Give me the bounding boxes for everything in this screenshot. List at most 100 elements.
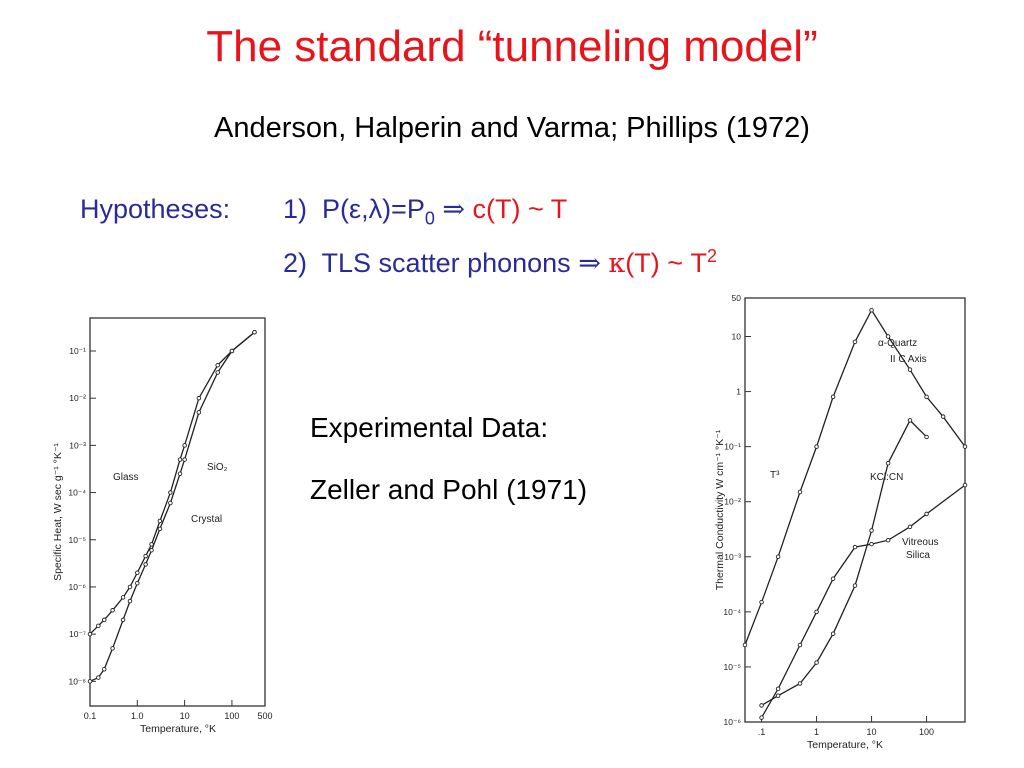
- data-point: [127, 584, 133, 590]
- data-point: [869, 528, 874, 533]
- data-point: [215, 362, 220, 368]
- x-tick-label: 10: [867, 727, 877, 737]
- data-point: [907, 524, 913, 530]
- data-point: [869, 307, 874, 313]
- data-point: [924, 434, 929, 440]
- data-point: [885, 334, 891, 339]
- data-point: [775, 554, 781, 560]
- data-point: [814, 660, 819, 665]
- data-point: [797, 642, 803, 648]
- data-point: [120, 617, 126, 623]
- data-point: [742, 642, 748, 648]
- xlabel: Temperature, °K: [807, 739, 883, 751]
- data-point: [830, 631, 836, 637]
- data-point: [252, 329, 257, 335]
- y-tick-label: 10⁻⁴: [723, 607, 741, 617]
- annotation-sio2: SiO₂: [207, 462, 228, 473]
- y-tick-label: 10⁻²: [724, 497, 741, 507]
- annotation-crystal: Crystal: [191, 514, 222, 525]
- series-line-vitreous-silica: [761, 484, 966, 718]
- hypothesis-1-result: c(T) ~ T: [472, 194, 568, 224]
- y-tick-label: 10⁻³: [69, 440, 86, 450]
- thermal-conductivity-chart: 10⁻⁶ 10⁻⁵ 10⁻⁴ 10⁻³ 10⁻² 10⁻¹ 1 10 50 .1 1 10 100 T…: [714, 293, 968, 751]
- data-point: [196, 410, 202, 415]
- data-point: [215, 370, 220, 375]
- kappa-symbol: κ: [608, 248, 626, 279]
- data-point: [962, 444, 968, 449]
- x-tick-label: 1: [814, 727, 819, 737]
- hypothesis-1-subscript: 0: [424, 208, 435, 229]
- slide-title: The standard “tunneling model”: [206, 22, 818, 71]
- y-tick-label: 50: [732, 293, 742, 303]
- y-tick-label: 10⁻⁷: [69, 629, 86, 639]
- data-point: [907, 367, 913, 372]
- experimental-data-label: Experimental Data:: [310, 412, 549, 443]
- data-point: [924, 394, 929, 400]
- data-point: [168, 500, 173, 506]
- hypothesis-2-text: TLS scatter phonons: [321, 248, 571, 278]
- data-point: [852, 544, 858, 550]
- data-point: [830, 394, 836, 400]
- y-tick-label: 1: [736, 387, 741, 397]
- hypotheses-label: Hypotheses:: [80, 194, 231, 224]
- data-point: [101, 667, 107, 672]
- data-point: [149, 547, 154, 553]
- data-point: [797, 681, 803, 686]
- implies-icon: ⇒: [578, 248, 601, 279]
- data-point: [120, 595, 126, 600]
- data-point: [157, 518, 163, 524]
- implies-icon: ⇒: [442, 194, 465, 225]
- data-point: [759, 703, 764, 708]
- data-point: [110, 608, 115, 613]
- hypothesis-2-result: (T) ~ T: [625, 248, 707, 278]
- hypothesis-1-lhs: P(ε,λ)=P: [322, 194, 425, 224]
- hypothesis-1: 1) P(ε,λ)=P0 ⇒ c(T) ~ T: [283, 194, 567, 229]
- data-point: [127, 598, 133, 604]
- experimental-data-citation: Zeller and Pohl (1971): [310, 474, 588, 505]
- annotation-vitreous: Vitreous: [902, 537, 939, 548]
- data-point: [177, 471, 183, 477]
- ylabel: Specific Heat, W sec g⁻¹ °K⁻¹: [52, 443, 64, 581]
- data-point: [177, 457, 183, 462]
- data-point: [143, 562, 148, 567]
- data-point: [759, 715, 764, 720]
- ylabel: Thermal Conductivity W cm⁻¹ °K⁻¹: [714, 429, 726, 590]
- data-point: [182, 443, 187, 448]
- y-tick-label: 10⁻⁸: [68, 676, 86, 686]
- annotation-glass: Glass: [113, 472, 139, 483]
- data-point: [182, 457, 187, 462]
- y-tick-label: 10⁻¹: [724, 442, 741, 452]
- data-point: [869, 541, 874, 547]
- slide-subtitle: Anderson, Halperin and Varma; Phillips (…: [214, 112, 810, 144]
- y-tick-label: 10⁻⁶: [69, 582, 86, 592]
- data-point: [852, 583, 858, 588]
- x-tick-label: 1.0: [131, 711, 144, 721]
- annotation-kcl: KCl:CN: [870, 472, 903, 483]
- data-point: [907, 418, 913, 423]
- annotation-silica: Silica: [906, 550, 930, 561]
- annotation-quartz: α-Quartz: [878, 338, 917, 349]
- series-line-kcl-cn: [761, 419, 928, 706]
- annotation-c-axis: II C Axis: [890, 354, 927, 365]
- y-tick-label: 10: [732, 331, 742, 341]
- data-point: [775, 693, 781, 698]
- y-tick-label: 10⁻¹: [69, 346, 86, 356]
- data-point: [196, 395, 202, 401]
- y-tick-label: 10⁻⁴: [68, 488, 86, 498]
- data-point: [814, 444, 819, 449]
- x-tick-label: 500: [257, 711, 272, 721]
- series-line-crystal: [89, 331, 255, 682]
- plot-frame: [89, 317, 266, 707]
- data-point: [135, 570, 140, 575]
- data-point: [830, 576, 836, 581]
- data-point: [775, 686, 781, 692]
- data-point: [168, 490, 173, 495]
- data-point: [924, 511, 929, 517]
- data-point: [157, 526, 163, 532]
- hypothesis-2-superscript: 2: [706, 246, 717, 266]
- data-point: [110, 646, 115, 651]
- data-point: [87, 679, 93, 684]
- data-point: [229, 348, 235, 354]
- data-point: [885, 460, 891, 466]
- y-tick-label: 10⁻⁵: [69, 535, 86, 545]
